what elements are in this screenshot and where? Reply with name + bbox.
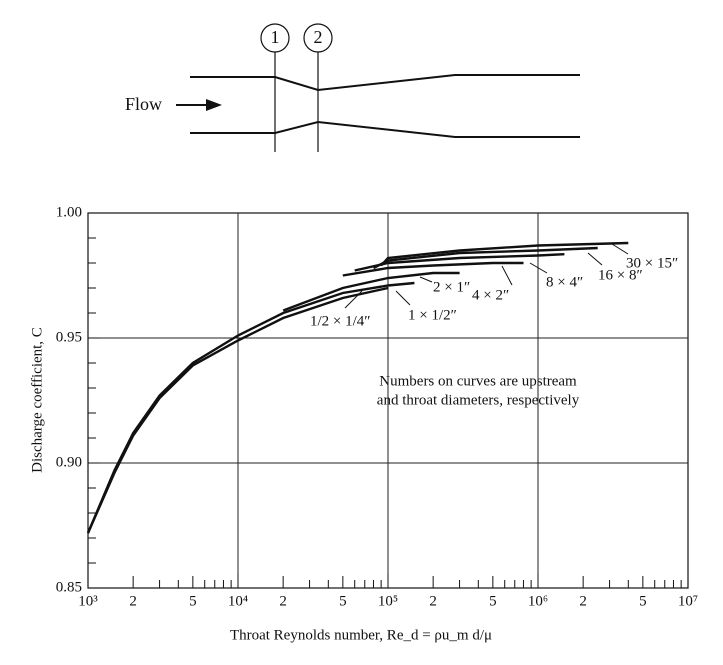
x-tick-label: 2 [429,593,437,609]
x-axis-label: Throat Reynolds number, Re_d = ρu_m d/μ [230,627,492,643]
curve [342,261,524,277]
flow-label: Flow [125,94,162,114]
x-tick-label: 2 [279,593,287,609]
annotation: and throat diameters, respectively [377,392,580,408]
curve [86,281,415,534]
curve-label: 8 × 4″ [546,274,583,290]
x-tick-label: 10³ [78,593,98,609]
x-tick-label: 5 [339,593,347,609]
station-label: 2 [314,27,323,47]
curve-label: 1 × 1/2″ [408,307,457,323]
x-tick-label: 5 [489,593,497,609]
curve [380,241,629,267]
curve [282,271,460,312]
y-axis-label: Discharge coefficient, C [29,327,45,473]
station-label: 1 [271,27,280,47]
label-arrow [611,243,629,255]
lower-wall [190,120,580,138]
y-tick-label: 0.90 [56,454,82,470]
label-arrow [501,265,513,286]
x-tick-label: 2 [579,593,587,609]
x-tick-label: 2 [129,593,137,609]
curve-label: 30 × 15″ [626,255,678,271]
upper-wall [190,74,580,92]
y-tick-label: 1.00 [56,204,82,220]
y-tick-label: 0.85 [56,579,82,595]
curve-label: 4 × 2″ [472,287,509,303]
station-circle [260,23,290,53]
x-tick-label: 10⁴ [228,593,248,609]
label-arrow [419,276,433,283]
label-arrow [395,290,411,306]
x-tick-label: 5 [639,593,647,609]
x-tick-label: 5 [189,593,197,609]
station-circle [303,23,333,53]
curve-label: 16 × 8″ [598,267,643,283]
flow-arrowhead [206,99,222,111]
label-arrow [587,252,603,266]
x-tick-label: 10⁵ [378,593,398,609]
curve-label: 2 × 1″ [433,279,470,295]
venturi-diagram: 1 2 Flow [125,23,580,152]
x-tick-label: 10⁶ [528,593,548,609]
label-arrow [344,290,363,309]
label-arrow [529,262,548,274]
annotation: Numbers on curves are upstream [379,373,577,389]
curve-label: 1/2 × 1/4″ [310,313,371,329]
y-tick-label: 0.95 [56,329,82,345]
x-tick-label: 10⁷ [678,593,698,609]
